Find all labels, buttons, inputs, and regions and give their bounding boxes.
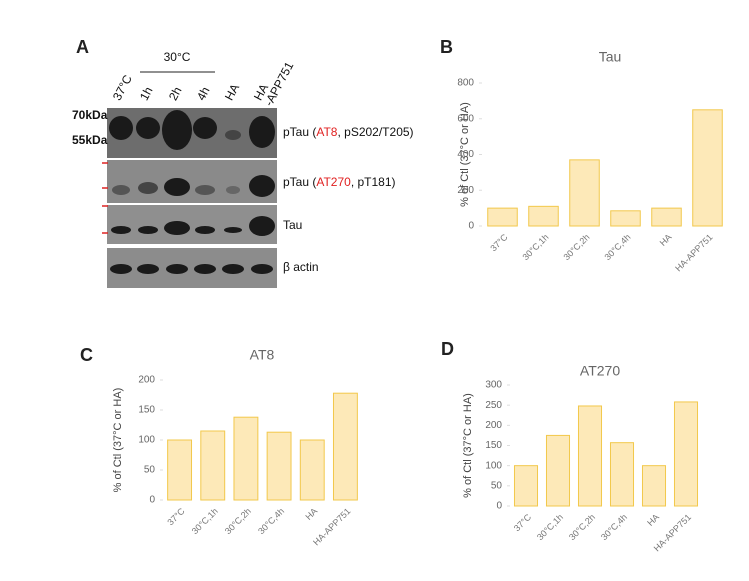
bar <box>487 207 518 227</box>
kda-label: 70kDa <box>72 108 108 122</box>
x-tick-label: HA <box>658 232 674 248</box>
bar <box>673 401 699 507</box>
panel-letter: B <box>440 37 453 57</box>
bands <box>109 110 275 274</box>
lane-label: 2h <box>166 85 185 103</box>
lane-label-line: HA <box>222 82 242 103</box>
lane-label: HA-APP751 <box>251 54 297 109</box>
lane-label: HA <box>222 82 242 103</box>
lane-label-line: HA <box>251 82 271 103</box>
y-tick-label: 200 <box>485 420 502 431</box>
lane-label: 37°C <box>110 72 135 103</box>
x-tick-label: 30°C,4h <box>256 506 286 536</box>
x-tick-label: 37°C <box>488 232 510 254</box>
blot-row <box>107 160 277 203</box>
y-tick-label: 200 <box>138 375 155 386</box>
bar <box>167 439 193 501</box>
panel-letter: D <box>441 339 454 359</box>
kda-label: 55kDa <box>72 133 108 147</box>
blot-row <box>107 248 277 288</box>
y-axis-label: % of Ctl (37°C or HA) <box>462 393 474 498</box>
x-tick-label: HA <box>303 506 319 522</box>
y-tick-label: 400 <box>457 149 474 160</box>
row-label: pTau (AT270, pT181) <box>283 175 396 189</box>
bar <box>577 405 603 507</box>
bar <box>528 205 559 227</box>
lane-label-line: 1h <box>137 85 156 103</box>
bar <box>692 109 723 227</box>
chart-title: Tau <box>599 49 622 65</box>
bar <box>200 430 226 501</box>
bar <box>609 442 635 507</box>
x-tick-label: 30°C,2h <box>223 506 253 536</box>
row-label: pTau (AT8, pS202/T205) <box>283 125 414 139</box>
y-tick-label: 150 <box>485 440 502 451</box>
y-tick-label: 0 <box>149 495 155 506</box>
bar <box>641 465 667 507</box>
bar <box>545 434 571 507</box>
y-tick-label: 0 <box>468 221 474 232</box>
y-tick-label: 100 <box>138 435 155 446</box>
panel-letter: C <box>80 345 93 365</box>
x-tick-label: 30°C,1h <box>190 506 220 536</box>
bar <box>569 159 600 227</box>
lane-label-line: -APP751 <box>262 59 297 108</box>
y-axis-label: % of Ctl (37°C or HA) <box>459 102 471 207</box>
x-tick-label: 30°C,1h <box>535 512 565 542</box>
y-tick-label: 200 <box>457 185 474 196</box>
x-tick-label: HA-APP751 <box>673 232 714 273</box>
row-label: β actin <box>283 260 319 274</box>
x-tick-label: 30°C,2h <box>567 512 597 542</box>
x-tick-label: 30°C,2h <box>561 232 591 262</box>
bar <box>266 431 292 501</box>
bar <box>651 207 682 227</box>
chart-title: AT270 <box>580 363 620 379</box>
y-tick-label: 50 <box>144 465 156 476</box>
lane-label-line: 37°C <box>110 72 135 103</box>
x-tick-label: HA <box>645 512 661 528</box>
y-tick-label: 250 <box>485 400 502 411</box>
x-tick-label: 30°C,4h <box>599 512 629 542</box>
y-tick-label: 0 <box>496 501 502 512</box>
western-blot: 30°C 70kDa 55kDa pTau (AT8, pS202/T205) … <box>72 50 414 288</box>
y-tick-label: 300 <box>485 380 502 391</box>
bar <box>610 210 641 227</box>
blot-row <box>107 205 277 244</box>
lane-label-line: 2h <box>166 85 185 103</box>
y-tick-label: 800 <box>457 78 474 89</box>
bar <box>233 416 259 501</box>
blot-row <box>107 108 277 158</box>
lane-label: 1h <box>137 85 156 103</box>
y-tick-label: 600 <box>457 113 474 124</box>
y-tick-label: 50 <box>491 480 503 491</box>
lane-label-line: 4h <box>194 85 213 103</box>
row-label: Tau <box>283 218 302 232</box>
x-tick-label: 37°C <box>165 506 187 528</box>
marker-ticks <box>102 162 108 234</box>
x-tick-label: 30°C,1h <box>520 232 550 262</box>
x-tick-label: 37°C <box>512 512 534 534</box>
y-tick-label: 150 <box>138 405 155 416</box>
y-tick-label: 100 <box>485 460 502 471</box>
chart-title: AT8 <box>250 347 275 363</box>
lane-label: 4h <box>194 85 213 103</box>
bar <box>299 439 325 501</box>
group-label: 30°C <box>164 50 191 64</box>
bar <box>513 465 539 507</box>
x-tick-label: 30°C,4h <box>602 232 632 262</box>
bar <box>332 392 358 501</box>
panel-letter: A <box>76 37 89 57</box>
y-axis-label: % of Ctl (37°C or HA) <box>112 388 124 493</box>
